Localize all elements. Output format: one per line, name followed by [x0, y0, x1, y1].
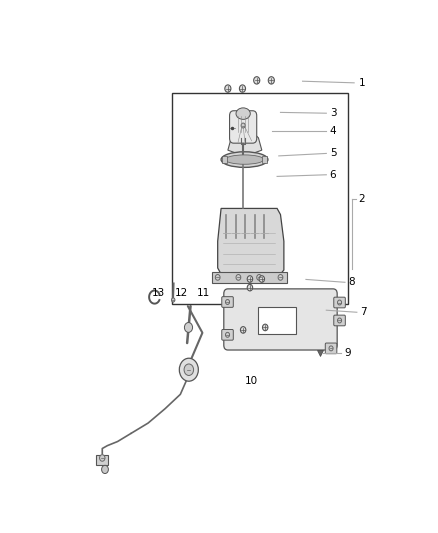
Text: 6: 6: [330, 170, 336, 180]
Text: 3: 3: [330, 108, 336, 118]
Circle shape: [262, 324, 268, 330]
Circle shape: [247, 276, 253, 282]
Circle shape: [254, 77, 260, 84]
Text: 8: 8: [348, 277, 355, 287]
FancyBboxPatch shape: [230, 111, 257, 143]
Circle shape: [226, 300, 230, 304]
Circle shape: [268, 77, 274, 84]
Text: 10: 10: [245, 376, 258, 386]
Circle shape: [179, 358, 198, 381]
FancyBboxPatch shape: [222, 329, 233, 340]
Circle shape: [241, 123, 245, 128]
Polygon shape: [228, 125, 262, 154]
Circle shape: [187, 367, 191, 373]
Circle shape: [247, 284, 253, 291]
Text: 9: 9: [344, 348, 350, 358]
Bar: [262, 156, 267, 163]
Bar: [258, 307, 296, 334]
Ellipse shape: [225, 155, 264, 164]
Circle shape: [329, 346, 333, 351]
Circle shape: [172, 298, 175, 302]
Text: 11: 11: [197, 288, 210, 298]
Bar: [222, 156, 227, 163]
FancyBboxPatch shape: [334, 315, 345, 326]
Bar: [172, 93, 348, 304]
FancyBboxPatch shape: [334, 297, 345, 308]
Bar: [212, 272, 286, 283]
Polygon shape: [218, 208, 284, 274]
Circle shape: [257, 274, 261, 280]
Text: 4: 4: [330, 126, 336, 136]
Circle shape: [240, 327, 246, 333]
Circle shape: [225, 85, 231, 92]
Bar: [96, 455, 108, 465]
FancyBboxPatch shape: [224, 289, 337, 350]
Text: 2: 2: [359, 195, 365, 204]
Circle shape: [338, 318, 342, 323]
Circle shape: [99, 455, 105, 461]
Circle shape: [278, 274, 283, 280]
FancyBboxPatch shape: [325, 343, 337, 354]
Circle shape: [338, 300, 342, 305]
FancyBboxPatch shape: [222, 297, 233, 308]
Circle shape: [184, 322, 193, 333]
Text: 5: 5: [330, 148, 336, 158]
Circle shape: [236, 274, 241, 280]
Text: 13: 13: [152, 288, 165, 298]
Circle shape: [240, 85, 246, 92]
Ellipse shape: [236, 108, 250, 119]
Circle shape: [184, 364, 194, 375]
Circle shape: [226, 333, 230, 337]
Circle shape: [259, 276, 265, 282]
Text: 1: 1: [359, 78, 365, 88]
Circle shape: [102, 465, 108, 473]
Circle shape: [215, 274, 220, 280]
Text: 7: 7: [360, 307, 367, 317]
Ellipse shape: [221, 152, 268, 167]
Text: 12: 12: [175, 288, 188, 298]
